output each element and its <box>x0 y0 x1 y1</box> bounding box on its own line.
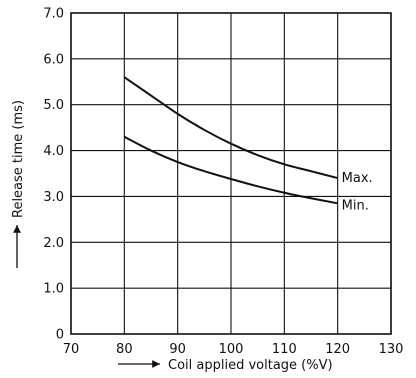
y-tick-labels: 0 1.0 2.0 3.0 4.0 5.0 6.0 7.0 <box>43 7 64 343</box>
x-tick-labels: 70 80 90 100 110 120 130 <box>63 342 404 357</box>
series-lines <box>123 76 338 205</box>
y-tick-label: 3.0 <box>43 190 64 205</box>
y-tick-label: 0 <box>56 328 64 343</box>
series-line-min <box>123 135 338 205</box>
x-tick-label: 90 <box>169 342 186 357</box>
x-tick-label: 110 <box>272 342 297 357</box>
x-tick-label: 100 <box>219 342 244 357</box>
series-labels: Max. Min. <box>342 171 373 213</box>
x-axis-label: Coil applied voltage (%V) <box>168 358 333 373</box>
y-tick-label: 4.0 <box>43 144 64 159</box>
x-tick-label: 80 <box>116 342 133 357</box>
y-tick-label: 5.0 <box>43 98 64 113</box>
series-label-max: Max. <box>342 171 373 186</box>
series-label-min: Min. <box>342 198 369 213</box>
y-tick-label: 1.0 <box>43 282 64 297</box>
plot-frame <box>70 12 392 335</box>
grid <box>70 12 392 335</box>
x-tick-label: 70 <box>63 342 80 357</box>
y-tick-label: 2.0 <box>43 236 64 251</box>
y-axis-label: Release time (ms) <box>11 100 26 218</box>
y-tick-label: 7.0 <box>43 7 64 22</box>
series-line-max <box>123 76 338 180</box>
x-tick-label: 120 <box>325 342 350 357</box>
y-tick-label: 6.0 <box>43 52 64 67</box>
x-tick-label: 130 <box>379 342 404 357</box>
